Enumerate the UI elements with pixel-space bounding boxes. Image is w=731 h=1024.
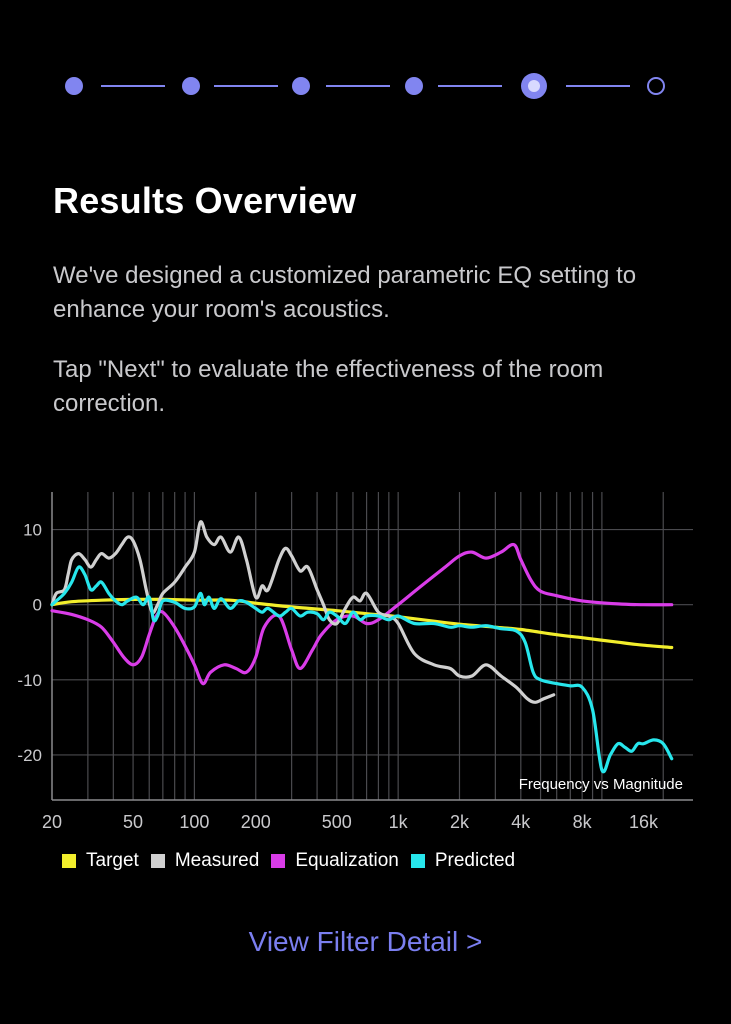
x-tick-label: 1k bbox=[389, 812, 409, 830]
legend-item-target: Target bbox=[62, 850, 139, 872]
step-connector bbox=[101, 85, 165, 87]
x-tick-label: 8k bbox=[573, 812, 593, 830]
legend-label-target: Target bbox=[86, 850, 139, 871]
x-tick-label: 500 bbox=[322, 812, 352, 830]
chart-legend: Target Measured Equalization Predicted bbox=[62, 850, 527, 872]
step-3-dot bbox=[292, 77, 310, 95]
y-tick-label: -20 bbox=[17, 746, 42, 765]
x-tick-label: 2k bbox=[450, 812, 470, 830]
x-tick-label: 20 bbox=[42, 812, 62, 830]
view-filter-detail-link[interactable]: View Filter Detail > bbox=[248, 926, 483, 957]
step-connector bbox=[214, 85, 278, 87]
step-4-dot bbox=[405, 77, 423, 95]
step-connector bbox=[326, 85, 390, 87]
x-tick-label: 200 bbox=[241, 812, 271, 830]
x-tick-label: 100 bbox=[179, 812, 209, 830]
progress-stepper bbox=[0, 66, 731, 106]
legend-swatch-target bbox=[62, 854, 76, 868]
legend-label-predicted: Predicted bbox=[434, 850, 516, 871]
legend-label-equalization: Equalization bbox=[295, 850, 399, 871]
y-tick-label: 10 bbox=[23, 521, 42, 540]
y-tick-label: 0 bbox=[33, 596, 42, 615]
legend-swatch-predicted bbox=[410, 854, 425, 868]
series-line-equalization bbox=[50, 542, 674, 686]
step-connector bbox=[566, 85, 630, 87]
step-2-dot bbox=[182, 77, 200, 95]
x-tick-label: 50 bbox=[123, 812, 143, 830]
page-title: Results Overview bbox=[53, 180, 357, 221]
series-line-measured bbox=[50, 520, 556, 704]
series-line-target bbox=[50, 597, 674, 650]
legend-item-measured: Measured bbox=[150, 850, 260, 872]
x-tick-label: 16k bbox=[629, 812, 659, 830]
legend-swatch-measured bbox=[150, 854, 165, 868]
legend-item-predicted: Predicted bbox=[410, 850, 516, 872]
step-1-dot bbox=[65, 77, 83, 95]
legend-swatch-equalization bbox=[271, 854, 286, 868]
step-connector bbox=[438, 85, 502, 87]
legend-label-measured: Measured bbox=[174, 850, 260, 871]
chart-title: Frequency vs Magnitude bbox=[519, 776, 683, 793]
legend-item-equalization: Equalization bbox=[271, 850, 399, 872]
instruction-paragraph: Tap "Next" to evaluate the effectiveness… bbox=[53, 356, 604, 417]
y-tick-label: -10 bbox=[17, 671, 42, 690]
step-6-empty-dot bbox=[647, 77, 665, 95]
series-line-predicted bbox=[50, 565, 674, 774]
description-paragraph: We've designed a customized parametric E… bbox=[53, 262, 637, 323]
step-5-current-dot bbox=[521, 73, 547, 99]
x-tick-label: 4k bbox=[511, 812, 531, 830]
